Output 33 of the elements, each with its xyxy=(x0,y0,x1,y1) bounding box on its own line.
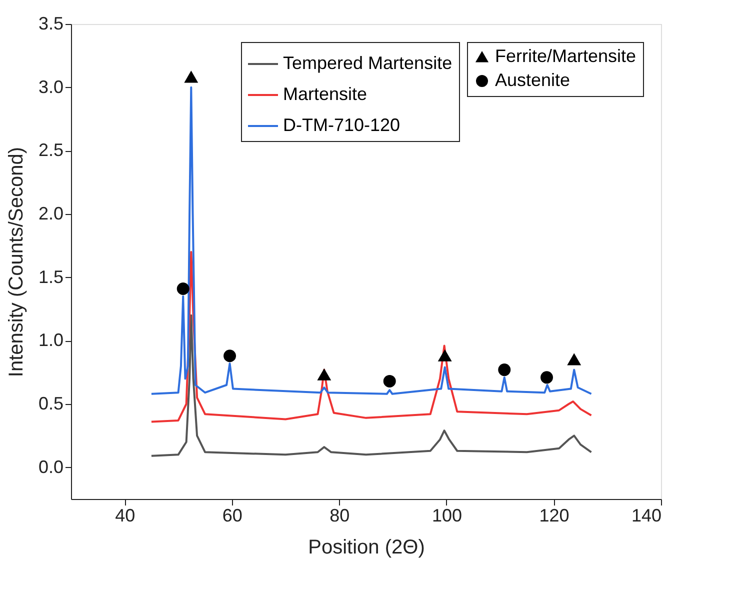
y-tick-label: 1.5 xyxy=(38,266,64,287)
point xyxy=(568,354,580,366)
x-tick-label: 80 xyxy=(330,506,350,526)
y-tick-label: 1.0 xyxy=(38,330,64,350)
y-tick-label: 0.5 xyxy=(38,394,64,414)
x-tick-label: 40 xyxy=(115,506,136,526)
legend-label: Ferrite/Martensite xyxy=(495,46,636,66)
point xyxy=(383,374,396,388)
legend-label: Austenite xyxy=(495,70,570,90)
y-tick-label: 2.0 xyxy=(38,204,64,224)
line-series xyxy=(150,251,592,423)
legend-label: D-TM-710-120 xyxy=(283,115,400,135)
point xyxy=(498,364,511,376)
y-tick-label: 3.0 xyxy=(38,76,64,97)
line-series xyxy=(150,86,592,395)
line-series xyxy=(150,314,592,457)
y-axis-title: Intensity (Counts/Second) xyxy=(5,146,28,378)
point xyxy=(224,350,236,362)
x-tick-label: 140 xyxy=(631,506,662,526)
x-tick-label: 120 xyxy=(539,506,570,526)
legend-label: Martensite xyxy=(283,84,368,104)
point xyxy=(318,369,330,380)
point xyxy=(176,282,190,295)
y-tick-label: 3.5 xyxy=(38,14,64,34)
x-axis-title: Position (2Θ) xyxy=(308,536,425,558)
y-tick-label: 0.0 xyxy=(38,456,64,477)
x-tick-label: 60 xyxy=(222,506,242,526)
x-tick-label: 100 xyxy=(432,506,462,526)
point xyxy=(540,371,553,384)
point xyxy=(438,350,452,362)
y-tick-label: 2.5 xyxy=(38,140,64,160)
point xyxy=(184,72,198,83)
legend-label: Tempered Martensite xyxy=(283,53,452,73)
